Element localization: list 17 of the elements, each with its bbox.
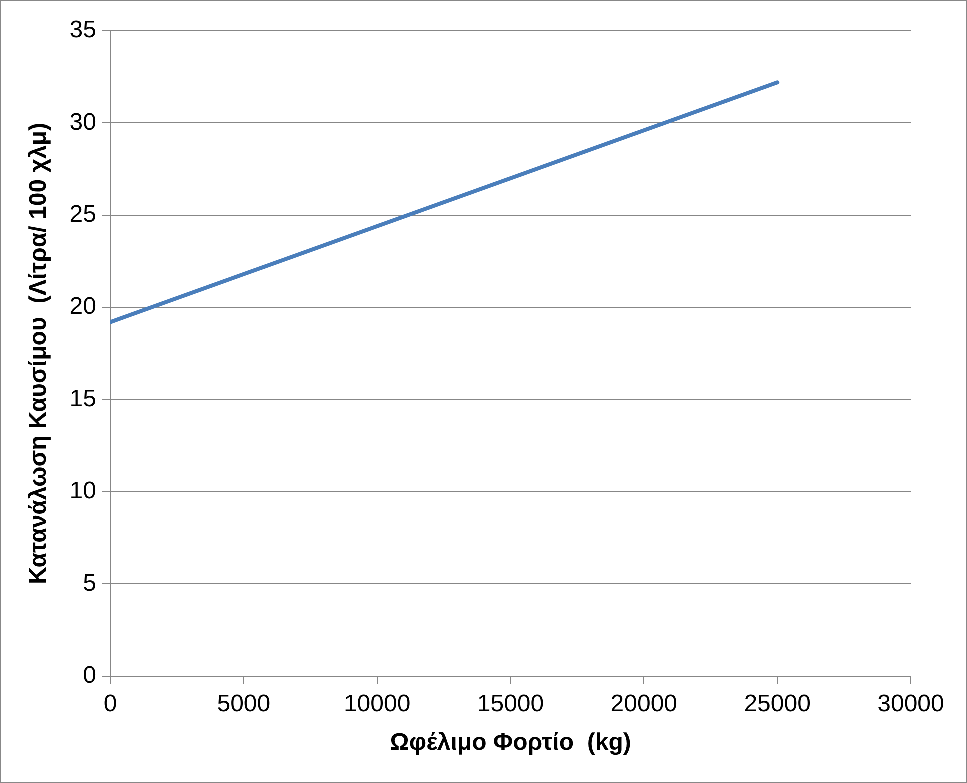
y-tick-label: 10 (70, 478, 96, 505)
y-tick-label: 25 (70, 201, 96, 228)
x-tick-label: 0 (104, 690, 118, 718)
y-tick-label: 15 (70, 385, 96, 412)
y-axis-title: Κατανάλωση Καυσίμου (Λίτρα/ 100 χλμ) (25, 122, 52, 585)
x-tick-label: 15000 (477, 690, 544, 718)
y-tick-label: 5 (83, 570, 96, 597)
x-axis-title: Ωφέλιμο Φορτίο (kg) (390, 729, 632, 756)
x-tick-label: 5000 (217, 690, 271, 718)
x-tick-label: 25000 (744, 690, 811, 718)
x-tick-label: 10000 (344, 690, 411, 718)
x-tick-label: 30000 (878, 690, 944, 718)
y-tick-label: 35 (70, 16, 96, 44)
y-tick-label: 20 (70, 293, 96, 320)
x-tick-label: 20000 (610, 690, 678, 718)
y-tick-label: 0 (83, 662, 96, 690)
y-tick-label: 30 (70, 108, 96, 136)
